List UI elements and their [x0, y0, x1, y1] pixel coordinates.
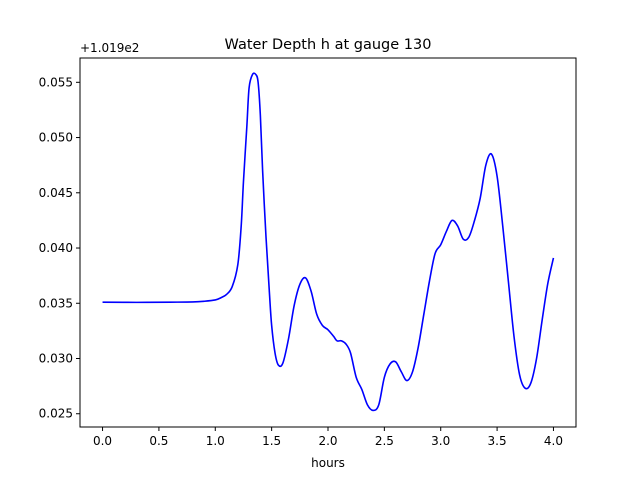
x-tick-label: 1.5 [262, 434, 281, 448]
y-tick-label: 0.025 [39, 407, 73, 421]
x-tick-label: 0.5 [149, 434, 168, 448]
y-tick-label: 0.030 [39, 352, 73, 366]
y-axis-ticks: 0.025 0.030 0.035 0.040 0.045 0.050 0.055 [39, 75, 80, 421]
y-tick-label: 0.035 [39, 296, 73, 310]
x-tick-label: 2.5 [375, 434, 394, 448]
x-tick-label: 1.0 [206, 434, 225, 448]
y-tick-label: 0.045 [39, 186, 73, 200]
x-tick-label: 3.0 [431, 434, 450, 448]
y-tick-label: 0.040 [39, 241, 73, 255]
y-tick-label: 0.050 [39, 131, 73, 145]
plot-frame [79, 57, 577, 428]
x-tick-label: 2.0 [318, 434, 337, 448]
chart-title: Water Depth h at gauge 130 [225, 37, 432, 53]
x-tick-label: 4.0 [544, 434, 563, 448]
x-axis-label: hours [311, 456, 345, 470]
series-line [102, 72, 555, 412]
y-offset-label: +1.019e2 [80, 41, 139, 55]
x-tick-label: 3.5 [488, 434, 507, 448]
x-tick-label: 0.0 [93, 434, 112, 448]
y-tick-label: 0.055 [39, 75, 73, 89]
x-axis-ticks: 0.0 0.5 1.0 1.5 2.0 2.5 3.0 3.5 4.0 [93, 427, 563, 448]
